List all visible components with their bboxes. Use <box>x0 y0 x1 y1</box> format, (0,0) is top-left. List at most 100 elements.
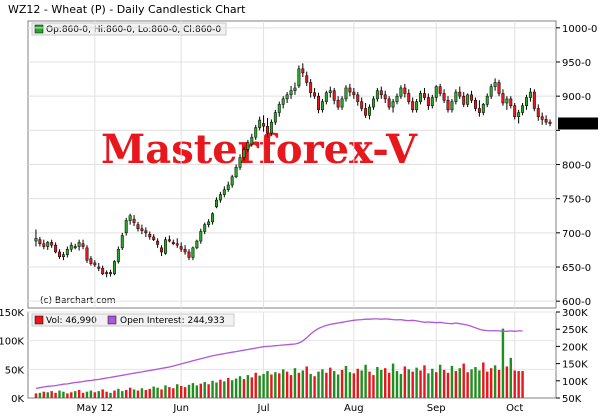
candle-body <box>136 224 140 229</box>
candle-body <box>203 224 207 232</box>
volume-bar <box>93 392 97 398</box>
candle-body <box>266 125 269 134</box>
volume-bar <box>230 380 234 398</box>
candle-body <box>281 98 285 105</box>
volume-bar <box>372 375 375 398</box>
candle-body <box>293 87 297 91</box>
volume-bar <box>305 366 308 398</box>
volume-bar <box>313 376 316 398</box>
volume-bar <box>352 373 356 398</box>
volume-bar <box>501 328 505 398</box>
candle-body <box>218 194 222 201</box>
volume-bar <box>325 372 328 398</box>
candle-body <box>438 86 442 94</box>
candle-body <box>505 98 509 104</box>
volume-bar <box>332 371 336 398</box>
oi-right-tick-label: 250K <box>562 325 588 336</box>
volume-bar <box>81 392 85 398</box>
volume-bar <box>360 370 363 398</box>
volume-bar <box>513 370 516 398</box>
volume-bar <box>281 369 285 398</box>
candle-body <box>426 97 430 106</box>
oi-right-tick-label: 200K <box>562 342 588 353</box>
candle-body <box>54 244 58 253</box>
volume-bar <box>242 379 246 398</box>
volume-bar <box>234 378 238 398</box>
volume-bar <box>356 368 359 398</box>
candle-body <box>403 87 407 94</box>
volume-bar <box>77 389 81 398</box>
volume-bar <box>176 384 179 398</box>
candle-body <box>254 127 258 138</box>
candle-body <box>230 176 234 186</box>
volume-bar <box>419 370 422 398</box>
price-tick-label: 650-0 <box>562 263 591 274</box>
candle-body <box>128 215 132 221</box>
candle-body <box>297 68 301 87</box>
candle-body <box>97 266 101 269</box>
oi-legend-text: Open Interest: 244,933 <box>120 316 225 326</box>
candle-body <box>458 91 462 97</box>
volume-bar <box>258 375 261 398</box>
candle-body <box>109 272 112 275</box>
volume-bar <box>297 372 301 398</box>
volume-bar <box>113 390 116 398</box>
candle-body <box>493 82 497 87</box>
volume-bar <box>199 383 202 398</box>
volume-bar <box>411 371 414 398</box>
candle-body <box>38 239 42 245</box>
candle-body <box>328 90 332 93</box>
volume-bar <box>340 369 344 398</box>
candle-body <box>89 258 93 264</box>
volume-bar <box>270 374 273 398</box>
volume-bar <box>46 392 49 398</box>
volume-bar <box>427 373 430 398</box>
volume-bar <box>164 385 167 398</box>
candle-body <box>379 90 383 96</box>
volume-bar <box>376 367 379 398</box>
volume-bar <box>509 357 513 398</box>
candle-body <box>489 86 493 97</box>
volume-bar <box>144 389 148 398</box>
volume-bar <box>431 368 434 398</box>
volume-bar <box>50 391 53 398</box>
oi-legend-swatch <box>107 315 117 325</box>
candle-body <box>160 247 164 253</box>
price-tick-label: 1000-0 <box>562 24 597 35</box>
volume-bar <box>505 366 509 398</box>
price-tick-label: 800-0 <box>562 161 591 172</box>
candle-body <box>509 98 513 106</box>
candle-body <box>191 247 195 258</box>
open-interest-line <box>35 318 523 390</box>
volume-bar <box>466 372 469 398</box>
candle-body <box>313 92 317 97</box>
volume-bar <box>399 373 403 398</box>
volume-bar <box>395 371 399 398</box>
volume-bar <box>336 374 340 398</box>
volume-bar <box>183 387 187 398</box>
volume-bar <box>301 370 305 398</box>
candle-body <box>105 272 109 275</box>
volume-bar <box>62 391 65 398</box>
volume-bar <box>156 387 159 398</box>
candle-body <box>269 121 273 134</box>
volume-bar <box>73 391 77 398</box>
volume-bar <box>54 392 57 398</box>
candle-body <box>156 240 160 245</box>
volume-bar <box>450 365 454 398</box>
volume-bar <box>329 367 332 398</box>
price-tick-label: 700-0 <box>562 229 591 240</box>
volume-bar <box>407 369 410 398</box>
candle-body <box>69 244 73 250</box>
volume-bar <box>454 371 458 398</box>
candle-body <box>132 218 136 223</box>
volume-bar <box>203 381 206 398</box>
volume-bar <box>458 368 461 398</box>
candle-body <box>434 86 438 98</box>
price-tick-label: 600-0 <box>562 297 591 308</box>
volume-bar <box>285 371 289 398</box>
volume-bar <box>140 388 144 398</box>
candle-body <box>222 189 226 195</box>
candle-body <box>258 119 262 128</box>
